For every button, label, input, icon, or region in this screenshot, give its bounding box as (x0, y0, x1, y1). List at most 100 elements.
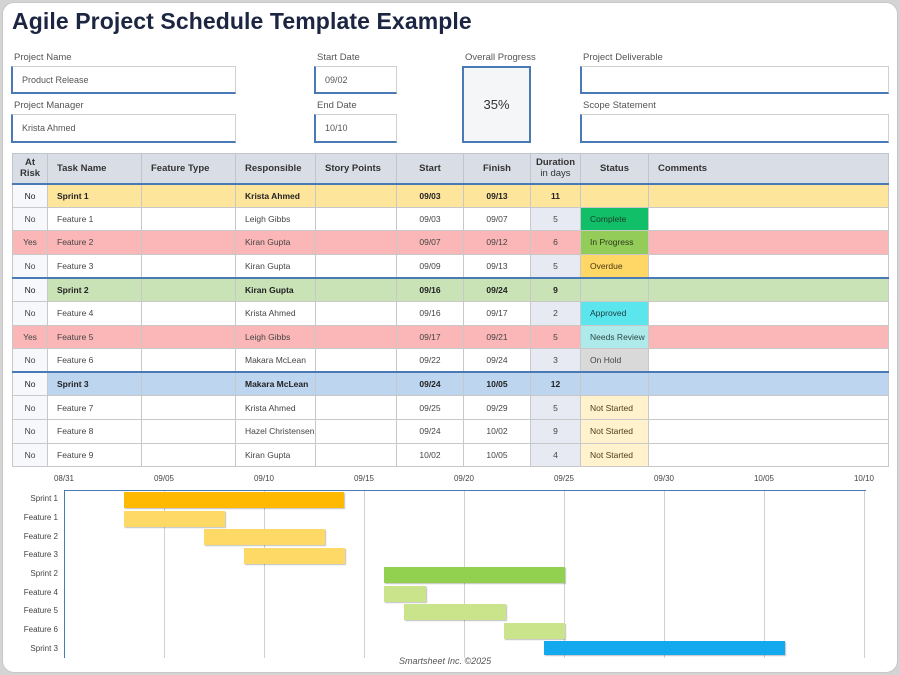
comments-cell[interactable] (648, 442, 889, 468)
comments-cell[interactable] (648, 371, 889, 397)
story-points-cell[interactable] (315, 371, 397, 397)
finish-cell[interactable]: 09/29 (463, 395, 531, 420)
gantt-bar-feature-3[interactable] (244, 548, 345, 564)
feature-type-cell[interactable] (141, 253, 236, 279)
status-badge-complete[interactable]: Complete (580, 206, 649, 232)
gantt-bar-feature-5[interactable] (404, 604, 506, 620)
gantt-bar-feature-4[interactable] (384, 586, 426, 602)
story-points-cell[interactable] (315, 442, 397, 468)
comments-cell[interactable] (648, 395, 889, 420)
task-name-cell[interactable]: Feature 4 (47, 300, 142, 326)
project-manager-field[interactable]: Krista Ahmed (11, 114, 236, 143)
finish-cell[interactable]: 09/17 (463, 300, 531, 326)
responsible-cell[interactable]: Kiran Gupta (235, 230, 316, 255)
comments-cell[interactable] (648, 324, 889, 350)
at-risk-cell[interactable]: No (12, 395, 48, 420)
at-risk-cell[interactable]: No (12, 183, 48, 208)
responsible-cell[interactable]: Makara McLean (235, 371, 316, 397)
task-name-cell[interactable]: Feature 9 (47, 442, 142, 468)
project-name-field[interactable]: Product Release (11, 66, 236, 94)
feature-type-cell[interactable] (141, 276, 236, 302)
at-risk-cell[interactable]: No (12, 442, 48, 468)
finish-cell[interactable]: 09/13 (463, 253, 531, 279)
responsible-cell[interactable]: Leigh Gibbs (235, 206, 316, 232)
status-badge-overdue[interactable]: Overdue (580, 253, 649, 279)
finish-cell[interactable]: 09/21 (463, 324, 531, 350)
start-cell[interactable]: 09/16 (396, 300, 464, 326)
feature-type-cell[interactable] (141, 300, 236, 326)
gantt-bar-sprint-2[interactable] (384, 567, 565, 583)
responsible-cell[interactable]: Leigh Gibbs (235, 324, 316, 350)
story-points-cell[interactable] (315, 418, 397, 444)
status-badge-not-started[interactable]: Not Started (580, 442, 649, 468)
comments-cell[interactable] (648, 348, 889, 373)
comments-cell[interactable] (648, 253, 889, 279)
comments-cell[interactable] (648, 230, 889, 255)
header-at-risk[interactable]: At Risk (12, 153, 48, 185)
project-deliverable-field[interactable] (580, 66, 889, 94)
header-status[interactable]: Status (580, 153, 649, 185)
story-points-cell[interactable] (315, 324, 397, 350)
header-start[interactable]: Start (396, 153, 464, 185)
task-name-cell[interactable]: Feature 6 (47, 348, 142, 373)
at-risk-cell[interactable]: No (12, 253, 48, 279)
feature-type-cell[interactable] (141, 371, 236, 397)
at-risk-cell[interactable]: No (12, 348, 48, 373)
status-cell[interactable] (580, 183, 649, 208)
task-name-cell[interactable]: Feature 3 (47, 253, 142, 279)
at-risk-cell[interactable]: No (12, 206, 48, 232)
finish-cell[interactable]: 10/05 (463, 442, 531, 468)
at-risk-cell[interactable]: Yes (12, 230, 48, 255)
task-name-cell[interactable]: Feature 2 (47, 230, 142, 255)
at-risk-cell[interactable]: Yes (12, 324, 48, 350)
story-points-cell[interactable] (315, 230, 397, 255)
task-name-cell[interactable]: Feature 1 (47, 206, 142, 232)
start-cell[interactable]: 09/17 (396, 324, 464, 350)
story-points-cell[interactable] (315, 300, 397, 326)
finish-cell[interactable]: 10/05 (463, 371, 531, 397)
gantt-bar-sprint-3[interactable] (544, 641, 785, 655)
start-cell[interactable]: 09/03 (396, 183, 464, 208)
status-badge-on-hold[interactable]: On Hold (580, 348, 649, 373)
feature-type-cell[interactable] (141, 230, 236, 255)
header-story-points[interactable]: Story Points (315, 153, 397, 185)
comments-cell[interactable] (648, 276, 889, 302)
status-cell[interactable] (580, 276, 649, 302)
feature-type-cell[interactable] (141, 183, 236, 208)
header-task-name[interactable]: Task Name (47, 153, 142, 185)
comments-cell[interactable] (648, 206, 889, 232)
status-badge-approved[interactable]: Approved (580, 300, 649, 326)
task-name-cell[interactable]: Sprint 3 (47, 371, 142, 397)
story-points-cell[interactable] (315, 276, 397, 302)
start-cell[interactable]: 09/24 (396, 371, 464, 397)
start-cell[interactable]: 09/03 (396, 206, 464, 232)
start-cell[interactable]: 09/16 (396, 276, 464, 302)
status-cell[interactable] (580, 371, 649, 397)
start-cell[interactable]: 09/24 (396, 418, 464, 444)
task-name-cell[interactable]: Feature 7 (47, 395, 142, 420)
story-points-cell[interactable] (315, 395, 397, 420)
at-risk-cell[interactable]: No (12, 371, 48, 397)
feature-type-cell[interactable] (141, 442, 236, 468)
header-feature-type[interactable]: Feature Type (141, 153, 236, 185)
status-badge-not-started[interactable]: Not Started (580, 418, 649, 444)
start-date-field[interactable]: 09/02 (314, 66, 397, 94)
end-date-field[interactable]: 10/10 (314, 114, 397, 143)
status-badge-in-progress[interactable]: In Progress (580, 230, 649, 255)
comments-cell[interactable] (648, 300, 889, 326)
feature-type-cell[interactable] (141, 395, 236, 420)
story-points-cell[interactable] (315, 348, 397, 373)
start-cell[interactable]: 09/25 (396, 395, 464, 420)
task-name-cell[interactable]: Sprint 2 (47, 276, 142, 302)
finish-cell[interactable]: 09/07 (463, 206, 531, 232)
task-name-cell[interactable]: Feature 5 (47, 324, 142, 350)
finish-cell[interactable]: 09/13 (463, 183, 531, 208)
comments-cell[interactable] (648, 183, 889, 208)
status-badge-needs-review[interactable]: Needs Review (580, 324, 649, 350)
story-points-cell[interactable] (315, 253, 397, 279)
responsible-cell[interactable]: Makara McLean (235, 348, 316, 373)
at-risk-cell[interactable]: No (12, 418, 48, 444)
responsible-cell[interactable]: Kiran Gupta (235, 442, 316, 468)
responsible-cell[interactable]: Kiran Gupta (235, 253, 316, 279)
story-points-cell[interactable] (315, 206, 397, 232)
